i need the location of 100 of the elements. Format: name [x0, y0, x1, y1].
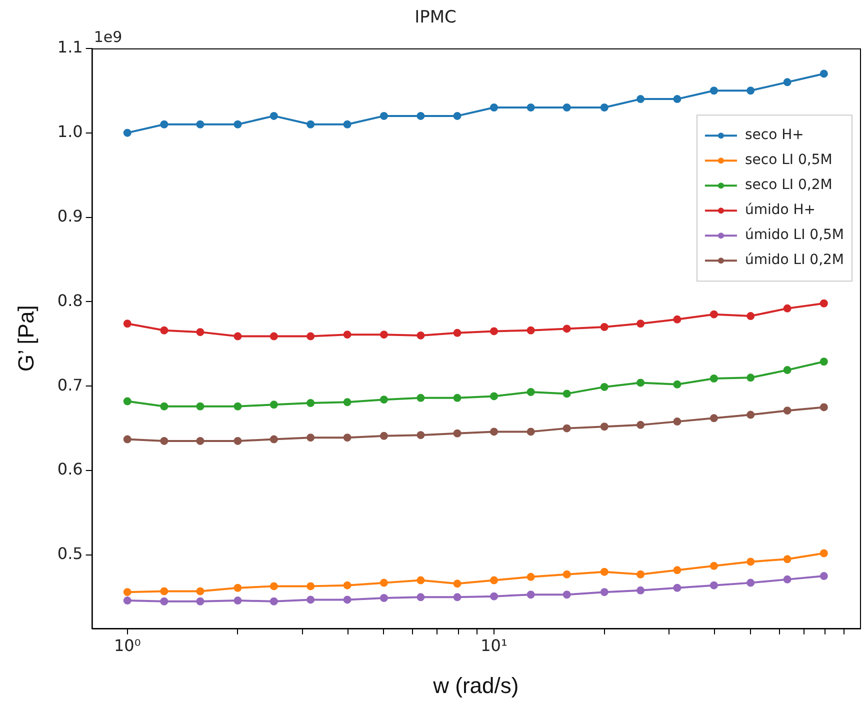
point — [783, 575, 792, 584]
point — [270, 332, 278, 340]
point — [196, 328, 204, 336]
point — [196, 436, 204, 445]
point — [746, 86, 755, 95]
point — [490, 592, 498, 600]
point — [746, 578, 755, 587]
y-tick-label: 1.1 — [57, 38, 83, 57]
x-axis-title: w (rad/s) — [432, 672, 519, 698]
point — [123, 588, 132, 596]
point — [490, 428, 498, 436]
point — [196, 587, 204, 596]
y-tick-label: 0.8 — [57, 290, 83, 310]
point — [600, 323, 608, 332]
point — [123, 397, 132, 406]
point — [160, 120, 168, 128]
point — [636, 586, 645, 594]
point — [673, 418, 682, 426]
point — [234, 584, 242, 592]
y-tick-label: 0.6 — [57, 460, 83, 479]
point — [710, 562, 718, 570]
point — [160, 587, 168, 596]
point — [343, 120, 352, 128]
point — [673, 380, 682, 388]
legend-label: úmido LI 0,2M — [744, 252, 844, 268]
point — [380, 396, 388, 404]
point — [234, 120, 242, 128]
point — [600, 382, 608, 391]
point — [820, 403, 828, 412]
legend-label: úmido LI 0,5M — [744, 227, 844, 244]
point — [636, 95, 645, 104]
point — [234, 332, 242, 340]
point — [820, 549, 828, 558]
point — [160, 402, 168, 410]
point — [526, 590, 535, 599]
point — [820, 70, 828, 78]
point — [600, 568, 608, 576]
point — [710, 581, 718, 590]
point — [234, 402, 242, 410]
point — [636, 420, 645, 429]
point — [783, 406, 792, 415]
point — [416, 576, 425, 584]
chart-title: IPMC — [414, 8, 456, 28]
point — [636, 378, 645, 387]
point — [196, 597, 204, 606]
point — [710, 310, 718, 318]
point — [746, 374, 755, 382]
point — [343, 398, 352, 406]
point — [600, 588, 608, 596]
point — [562, 104, 571, 112]
point — [453, 112, 462, 120]
point — [783, 304, 792, 312]
point — [562, 324, 571, 333]
point — [820, 572, 828, 580]
y-tick-label: 1.0 — [57, 122, 83, 141]
point — [746, 558, 755, 566]
point — [600, 422, 608, 431]
point — [490, 392, 498, 400]
point — [160, 326, 168, 334]
point — [526, 572, 535, 581]
point — [636, 320, 645, 328]
point — [123, 320, 132, 328]
point — [562, 570, 571, 578]
point — [710, 86, 718, 95]
point — [306, 582, 315, 590]
point — [416, 593, 425, 602]
point — [123, 435, 132, 444]
legend-label: úmido H+ — [744, 202, 816, 218]
point — [123, 596, 132, 605]
point — [160, 597, 168, 606]
point — [306, 120, 315, 128]
point — [416, 331, 425, 340]
point — [490, 104, 498, 112]
y-axis-title: G’ [Pa] — [13, 305, 38, 372]
point — [196, 402, 204, 410]
point — [306, 596, 315, 604]
point — [746, 410, 755, 419]
point — [746, 312, 755, 320]
point — [783, 555, 792, 564]
x-tick-label: 10¹ — [480, 636, 508, 656]
point — [562, 424, 571, 432]
point — [270, 112, 278, 120]
point — [306, 434, 315, 442]
point — [562, 390, 571, 398]
point — [673, 95, 682, 104]
point — [820, 358, 828, 366]
point — [453, 328, 462, 337]
point — [270, 435, 278, 444]
legend-label: seco H+ — [744, 127, 804, 144]
point — [673, 566, 682, 574]
point — [270, 400, 278, 409]
point — [453, 580, 462, 588]
point — [600, 104, 608, 112]
point — [234, 436, 242, 445]
point — [526, 388, 535, 396]
y-tick-label: 0.5 — [57, 544, 83, 564]
y-tick-label: 0.7 — [57, 375, 83, 394]
point — [343, 596, 352, 604]
point — [453, 429, 462, 438]
point — [416, 431, 425, 440]
